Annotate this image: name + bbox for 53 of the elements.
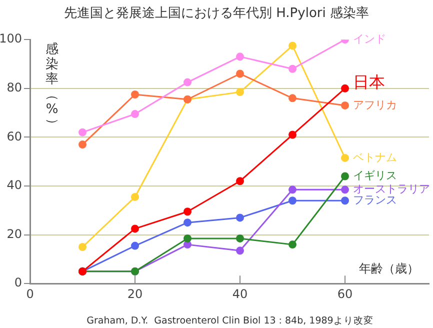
point — [288, 130, 296, 139]
x-tick-label: 20 — [127, 286, 143, 301]
point — [341, 196, 349, 205]
series-label: アフリカ — [353, 98, 397, 112]
point — [236, 214, 244, 222]
point — [236, 246, 244, 255]
point — [288, 42, 296, 50]
y-tick-label: 60 — [6, 129, 22, 144]
text: Graham, D.Y. Gastroenterol Clin Biol 13 : 84b, 1989より改変 — [86, 314, 374, 327]
point — [184, 208, 192, 216]
point — [288, 186, 296, 194]
point — [78, 243, 86, 251]
point — [131, 224, 139, 233]
point — [288, 94, 296, 102]
point — [78, 128, 86, 136]
point — [288, 64, 296, 73]
point — [131, 242, 139, 250]
x-tick-label: 40 — [232, 286, 248, 301]
series-label: 日本 — [353, 72, 385, 92]
point — [184, 218, 192, 227]
x-tick-label: 0 — [26, 286, 34, 301]
point — [341, 172, 349, 180]
y-tick-label: 0 — [14, 276, 22, 290]
y-tick-label: 20 — [6, 226, 22, 241]
y-tick-label: 40 — [6, 178, 22, 192]
point — [341, 101, 349, 110]
series-label: イギリス — [353, 169, 397, 182]
point — [184, 234, 192, 242]
point — [131, 90, 139, 98]
y-tick-label: 80 — [6, 80, 22, 95]
series-label: オーストラリア — [353, 182, 430, 196]
point — [236, 177, 244, 186]
point — [236, 234, 244, 242]
point — [288, 240, 296, 249]
x-tick-label: 60 — [337, 286, 353, 301]
point — [236, 52, 244, 61]
point — [184, 78, 192, 86]
point — [341, 186, 349, 194]
y-tick-label: 100 — [0, 32, 22, 46]
point — [236, 70, 244, 78]
point — [288, 196, 296, 205]
point — [131, 110, 139, 118]
y-axis-title: 感染率（%） — [44, 42, 60, 132]
point — [341, 154, 349, 162]
series-label: インド — [353, 32, 386, 46]
chart-title: 先進国と発展途上国における年代別 H.Pylori 感染率 — [64, 5, 369, 22]
point — [236, 88, 244, 96]
x-axis-title: 年齢（歳） — [359, 262, 419, 276]
point — [131, 192, 139, 201]
series-label: ベトナム — [353, 150, 397, 164]
point — [341, 84, 349, 92]
series-label: フランス — [353, 194, 397, 206]
point — [78, 140, 86, 149]
